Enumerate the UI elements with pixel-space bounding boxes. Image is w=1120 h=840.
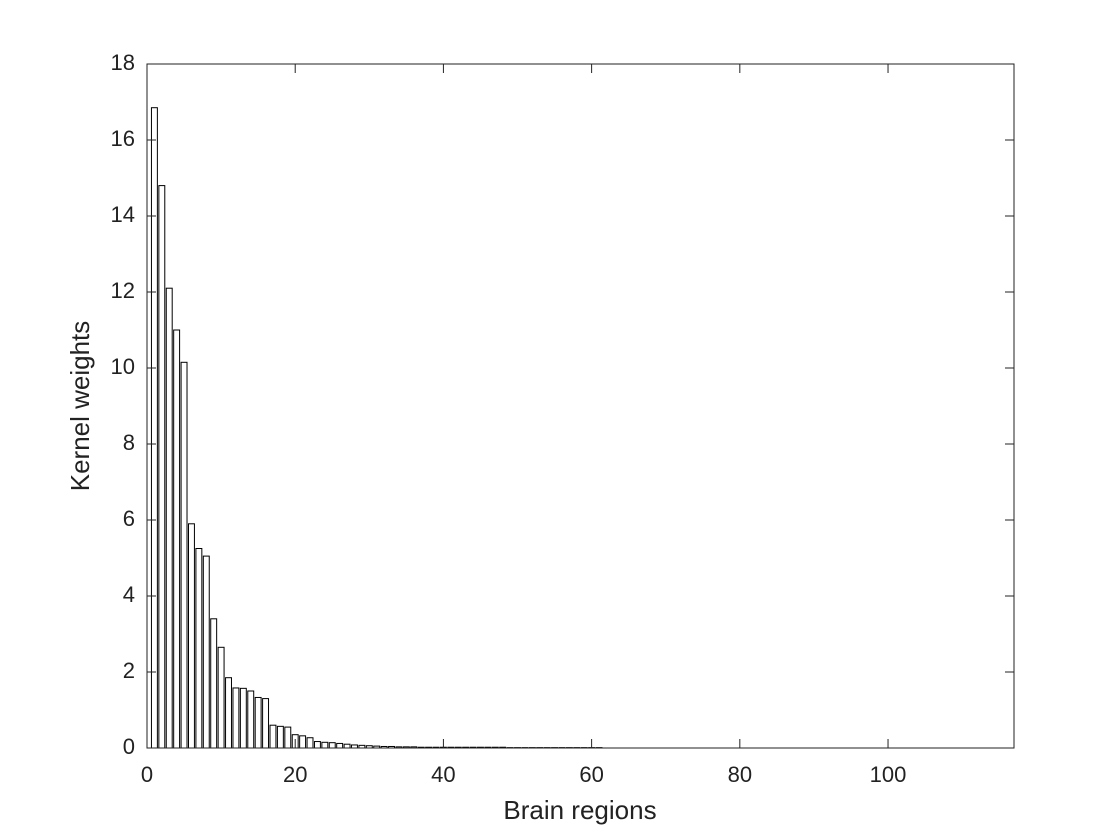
bar — [276, 725, 284, 749]
x-tick-label: 100 — [870, 762, 907, 787]
bar — [180, 361, 188, 749]
bar — [202, 555, 210, 749]
bar — [328, 742, 336, 749]
bar — [336, 742, 344, 749]
bar — [165, 287, 173, 749]
x-tick-label: 40 — [431, 762, 455, 787]
bar — [239, 687, 247, 749]
bar — [232, 687, 240, 749]
y-tick-label: 8 — [123, 430, 135, 455]
y-tick-label: 14 — [111, 202, 135, 227]
y-tick-label: 12 — [111, 278, 135, 303]
x-tick-label: 0 — [141, 762, 153, 787]
y-tick-label: 10 — [111, 354, 135, 379]
y-axis-label: Kernel weights — [65, 321, 95, 492]
axes-box — [146, 63, 1015, 749]
y-tick-label: 4 — [123, 582, 135, 607]
bar — [299, 735, 307, 749]
bar — [284, 726, 292, 749]
bar — [269, 724, 277, 749]
y-tick-label: 0 — [123, 734, 135, 759]
bar — [158, 185, 166, 749]
bar — [173, 329, 181, 749]
bar — [225, 677, 232, 749]
y-tick-label: 16 — [111, 126, 135, 151]
bar — [254, 696, 262, 749]
x-tick-label: 60 — [579, 762, 603, 787]
x-tick-label: 80 — [728, 762, 752, 787]
bar — [187, 523, 195, 749]
y-tick-label: 6 — [123, 506, 135, 531]
x-axis-label: Brain regions — [503, 795, 656, 825]
bar — [313, 741, 321, 749]
x-tick-label: 20 — [283, 762, 307, 787]
bar — [343, 743, 351, 749]
bar — [195, 548, 203, 749]
bar — [247, 690, 255, 749]
bar — [217, 646, 225, 749]
bar — [262, 698, 270, 749]
y-tick-label: 18 — [111, 50, 135, 75]
bar — [150, 107, 158, 749]
y-tick-label: 2 — [123, 658, 135, 683]
bar — [210, 618, 218, 749]
bar — [321, 741, 329, 749]
bar — [306, 737, 314, 749]
